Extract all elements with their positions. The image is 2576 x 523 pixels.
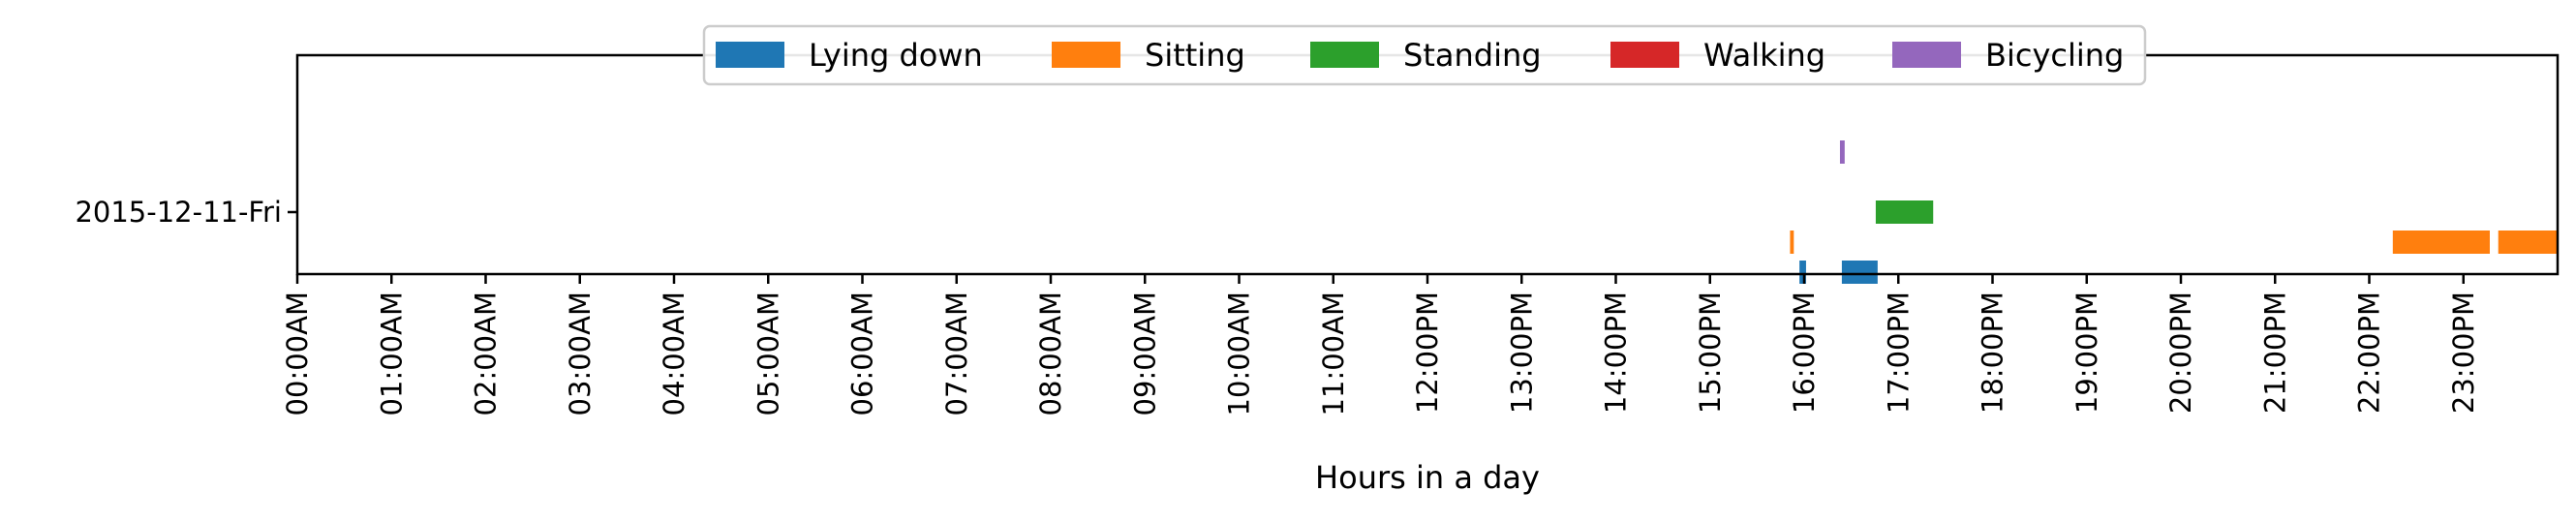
x-axis: 00:00AM 01:00AM 02:00AM 03:00AM 04:00AM 05:00… <box>281 274 2480 415</box>
x-tick-label: 01:00AM <box>375 292 408 415</box>
bar-lying-down-0 <box>1799 261 1806 284</box>
x-tick-label: 13:00PM <box>1505 292 1538 414</box>
legend-label-sitting: Sitting <box>1145 37 1245 74</box>
activity-bars <box>1790 140 2558 284</box>
legend-label-standing: Standing <box>1403 37 1542 74</box>
x-tick-label: 15:00PM <box>1694 292 1727 414</box>
x-tick-label: 07:00AM <box>940 292 973 415</box>
x-tick-label: 10:00AM <box>1223 292 1256 415</box>
x-tick-label: 05:00AM <box>751 292 784 415</box>
x-tick-label: 08:00AM <box>1034 292 1067 415</box>
x-tick-label: 09:00AM <box>1128 292 1161 415</box>
x-tick-label: 23:00PM <box>2447 292 2480 414</box>
x-tick-label: 18:00PM <box>1977 292 2009 414</box>
x-tick-label: 16:00PM <box>1788 292 1821 414</box>
x-tick-label: 02:00AM <box>470 292 503 415</box>
x-tick-label: 06:00AM <box>846 292 879 415</box>
x-axis-title: Hours in a day <box>1315 459 1540 496</box>
x-tick-label: 04:00AM <box>658 292 690 415</box>
legend-label-walking: Walking <box>1703 37 1825 74</box>
bar-bicycling-0 <box>1839 140 1845 164</box>
x-tick-label: 12:00PM <box>1411 292 1444 414</box>
legend-swatch-standing <box>1310 42 1379 68</box>
legend-swatch-walking <box>1610 42 1679 68</box>
x-tick-label: 03:00AM <box>564 292 597 415</box>
bar-sitting-2 <box>2498 231 2558 254</box>
legend-frame <box>702 24 2147 86</box>
bar-sitting-0 <box>1790 231 1794 254</box>
x-tick-label: 00:00AM <box>281 292 314 415</box>
legend-label-bicycling: Bicycling <box>1985 37 2124 74</box>
bar-standing-0 <box>1875 200 1934 224</box>
x-tick-label: 21:00PM <box>2258 292 2291 414</box>
legend-swatch-bicycling <box>1892 42 1961 68</box>
plot-frame <box>295 53 2560 276</box>
y-tick-label: 2015-12-11-Fri <box>75 196 282 229</box>
y-axis: 2015-12-11-Fri <box>75 196 297 229</box>
x-tick-label: 17:00PM <box>1882 292 1915 414</box>
x-tick-label: 20:00PM <box>2164 292 2197 414</box>
legend: Lying down Sitting Standing Walking Bicyclin… <box>702 24 2147 86</box>
x-tick-label: 22:00PM <box>2353 292 2386 414</box>
bar-lying-down-1 <box>1841 261 1878 284</box>
x-tick-label: 19:00PM <box>2070 292 2103 414</box>
legend-swatch-sitting <box>1052 42 1120 68</box>
legend-label-lying-down: Lying down <box>809 37 983 74</box>
bar-sitting-1 <box>2392 231 2490 254</box>
x-tick-label: 11:00AM <box>1317 292 1350 415</box>
x-tick-label: 14:00PM <box>1600 292 1633 414</box>
legend-swatch-lying-down <box>716 42 784 68</box>
